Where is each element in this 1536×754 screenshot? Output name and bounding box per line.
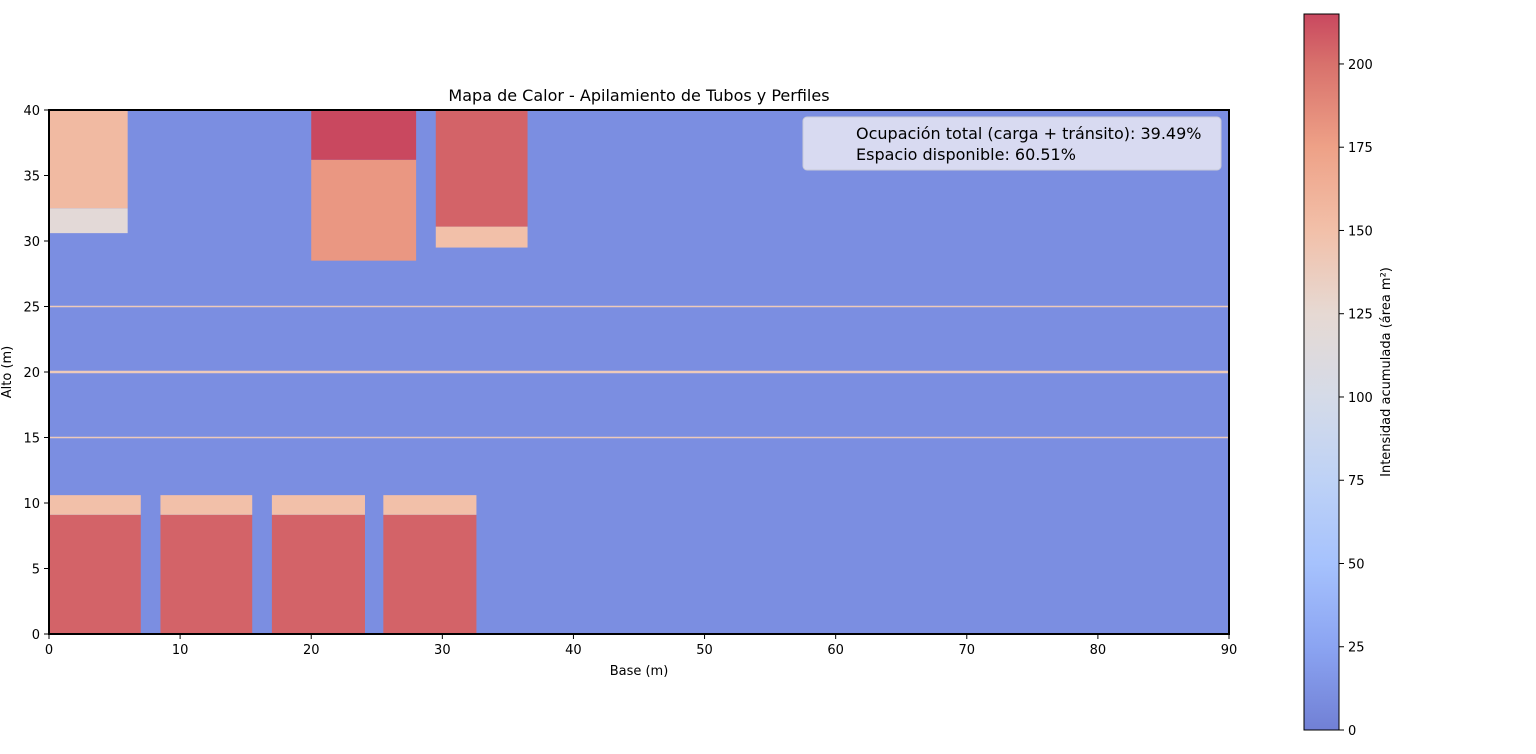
x-tick-label: 80: [1090, 643, 1107, 658]
colorbar-label: Intensidad acumulada (área m²): [1379, 267, 1394, 477]
x-tick-label: 50: [696, 643, 713, 658]
y-tick-label: 30: [23, 235, 40, 250]
colorbar-gradient: [1303, 13, 1340, 731]
x-tick-label: 90: [1221, 643, 1238, 658]
heat-cell: [160, 495, 253, 515]
colorbar-tick-label: 75: [1348, 474, 1365, 489]
legend: Ocupación total (carga + tránsito): 39.4…: [802, 116, 1222, 171]
heat-cell: [383, 514, 477, 634]
heat-cell: [271, 495, 365, 515]
y-tick-label: 35: [23, 170, 40, 185]
x-axis: 0 10 20 30 40 50 60 70 80 90: [45, 634, 1237, 658]
colorbar: 0 25 50 75 100 125 150 175 200 Intensidad acumul…: [1303, 13, 1394, 739]
colorbar-tick-label: 100: [1348, 391, 1373, 406]
x-tick-label: 30: [434, 643, 451, 658]
y-tick-label: 10: [23, 497, 40, 512]
x-axis-label: Base (m): [610, 664, 669, 679]
heat-cell: [311, 159, 417, 261]
chart-title: Mapa de Calor - Apilamiento de Tubos y P…: [448, 86, 829, 105]
heat-cell: [49, 208, 128, 234]
colorbar-tick-label: 25: [1348, 641, 1365, 656]
colorbar-tick-label: 50: [1348, 557, 1365, 572]
heat-cell: [49, 110, 128, 209]
heat-cell: [383, 495, 477, 515]
y-axis: 0 5 10 15 20 25 30 35 40: [23, 104, 49, 643]
heat-cell: [271, 514, 365, 634]
y-tick-label: 25: [23, 301, 40, 316]
heat-cell: [435, 226, 528, 248]
legend-box: [802, 116, 1222, 171]
y-tick-label: 15: [23, 432, 40, 447]
plot-area: [48, 109, 1230, 635]
colorbar-tick-label: 0: [1348, 724, 1356, 739]
colorbar-tick-label: 175: [1348, 141, 1373, 156]
colorbar-tick-label: 150: [1348, 224, 1373, 239]
heat-cell: [160, 514, 253, 634]
x-tick-label: 20: [303, 643, 320, 658]
heat-cell: [49, 495, 141, 515]
legend-entry-occupancy: Ocupación total (carga + tránsito): 39.4…: [856, 124, 1201, 143]
y-tick-label: 40: [23, 104, 40, 119]
x-tick-label: 70: [959, 643, 976, 658]
legend-entry-available: Espacio disponible: 60.51%: [856, 145, 1076, 164]
colorbar-tick-label: 125: [1348, 308, 1373, 323]
colorbar-tick-label: 200: [1348, 58, 1373, 73]
heat-cell: [311, 110, 417, 160]
y-tick-label: 5: [32, 563, 40, 578]
x-tick-label: 60: [827, 643, 844, 658]
heat-cell: [49, 514, 141, 634]
y-tick-label: 20: [23, 366, 40, 381]
heat-cell: [435, 110, 528, 227]
x-tick-label: 10: [172, 643, 189, 658]
y-tick-label: 0: [32, 628, 40, 643]
x-tick-label: 0: [45, 643, 53, 658]
y-axis-label: Alto (m): [0, 346, 15, 399]
x-tick-label: 40: [565, 643, 582, 658]
